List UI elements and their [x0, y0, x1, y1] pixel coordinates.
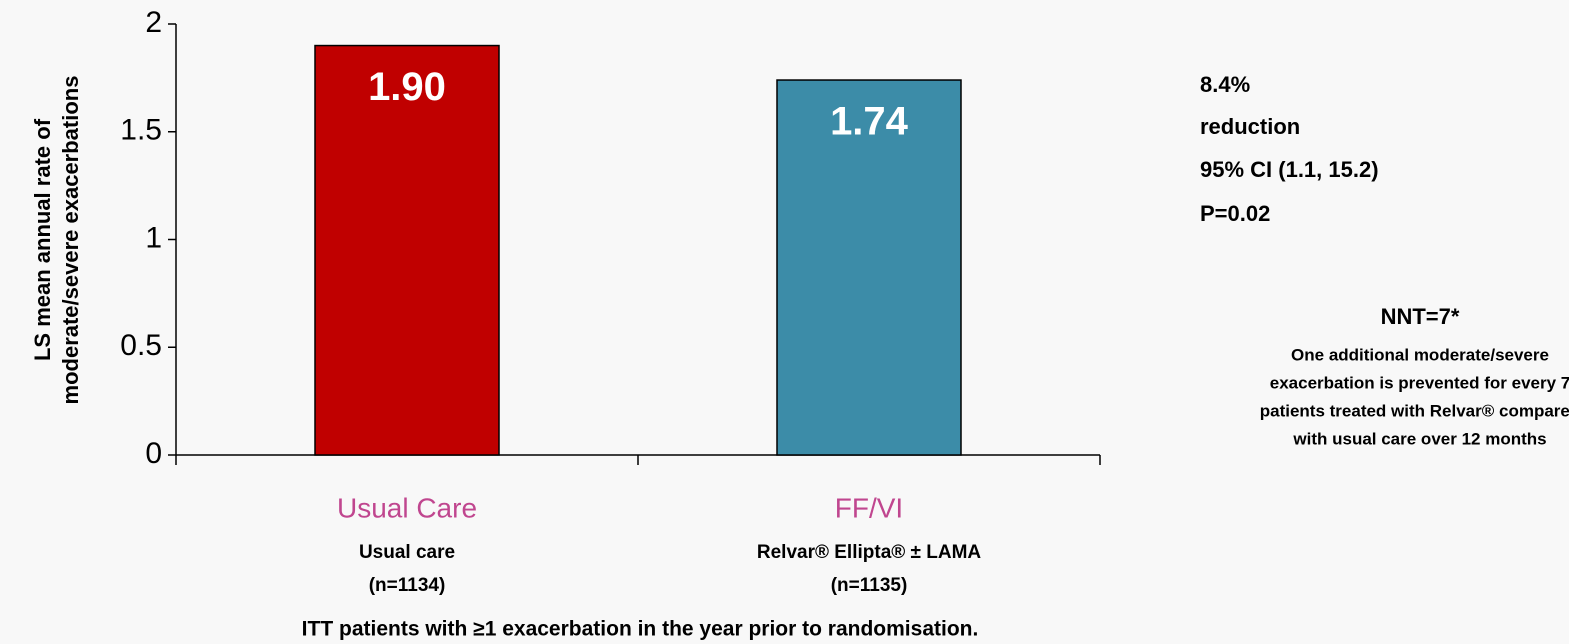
bar [776, 79, 962, 456]
x-tick-label: FF/VI [835, 492, 903, 523]
annotation: P=0.02 [1200, 201, 1270, 226]
x-tick-label: Usual Care [337, 492, 477, 523]
nnt-text: One additional moderate/severe [1291, 345, 1549, 364]
category-detail: Relvar® Ellipta® ± LAMA [757, 542, 982, 563]
y-tick-label: 1 [145, 221, 162, 254]
nnt-title: NNT=7* [1381, 304, 1460, 329]
category-detail: (n=1135) [831, 575, 908, 596]
annotation: reduction [1200, 114, 1300, 139]
y-axis-label: moderate/severe exacerbations [58, 76, 83, 405]
nnt-text: with usual care over 12 months [1292, 429, 1546, 448]
bar [314, 44, 500, 456]
annotation: 95% CI (1.1, 15.2) [1200, 157, 1379, 182]
annotation: 8.4% [1200, 72, 1250, 97]
y-tick-label: 0.5 [120, 329, 162, 362]
category-detail: Usual care [359, 542, 455, 563]
y-axis-label: LS mean annual rate of [30, 118, 55, 361]
y-tick-label: 0 [145, 437, 162, 470]
value-label: 1.74 [830, 100, 909, 144]
footnote: ITT patients with ≥1 exacerbation in the… [302, 618, 979, 641]
nnt-text: exacerbation is prevented for every 7 [1270, 373, 1569, 392]
y-tick-label: 1.5 [120, 114, 162, 147]
value-label: 1.90 [368, 65, 446, 109]
y-tick-label: 2 [145, 6, 162, 39]
category-detail: (n=1134) [369, 575, 446, 596]
nnt-text: patients treated with Relvar® compared [1260, 401, 1569, 420]
